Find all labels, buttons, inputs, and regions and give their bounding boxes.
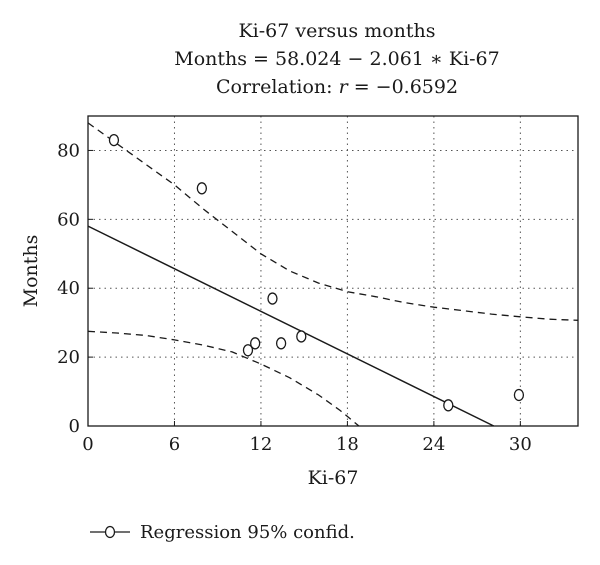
x-axis-label: Ki-67 — [308, 467, 359, 489]
confidence-lower-curve — [87, 330, 360, 427]
y-tick-layer: 0 20 40 60 80 — [57, 140, 93, 437]
x-tick-layer: 0 6 12 18 24 30 — [82, 421, 532, 455]
y-tick-label: 20 — [57, 347, 80, 368]
correlation-line: Correlation: r = −0.6592 — [216, 76, 458, 98]
data-point — [296, 330, 307, 343]
x-tick-label: 6 — [169, 434, 180, 455]
x-tick-label: 24 — [422, 434, 445, 455]
data-point — [513, 388, 525, 402]
plot-frame — [87, 115, 579, 427]
regression-line — [87, 225, 495, 427]
point-layer — [108, 133, 525, 412]
y-tick-label: 60 — [57, 209, 80, 230]
x-tick-label: 30 — [509, 434, 532, 455]
regression-equation: Months = 58.024 − 2.061 ∗ Ki-67 — [174, 48, 500, 70]
x-tick-label: 12 — [249, 434, 272, 455]
correlation-variable: r — [339, 76, 350, 98]
confidence-band-layer — [87, 122, 579, 427]
legend-marker-swatch — [104, 525, 116, 539]
data-point — [242, 344, 254, 357]
x-tick-label: 18 — [336, 434, 359, 455]
data-point — [108, 133, 120, 147]
data-point — [275, 337, 287, 350]
y-tick-label: 40 — [57, 278, 80, 299]
chart-title: Ki-67 versus months — [238, 20, 435, 42]
confidence-upper-curve — [87, 122, 579, 321]
y-tick-label: 0 — [69, 416, 80, 437]
legend: Regression 95% confid. — [90, 522, 355, 543]
correlation-label: Correlation: — [216, 76, 339, 98]
data-point — [443, 399, 454, 412]
regression-layer — [87, 225, 495, 427]
data-point — [196, 182, 208, 195]
y-axis-label: Months — [20, 235, 42, 308]
correlation-value: = −0.6592 — [348, 76, 458, 98]
data-point — [250, 337, 261, 350]
x-tick-label: 0 — [82, 434, 93, 455]
legend-label: Regression 95% confid. — [140, 522, 355, 543]
data-point — [267, 292, 278, 305]
y-tick-label: 80 — [57, 140, 80, 161]
grid-layer — [88, 116, 578, 426]
